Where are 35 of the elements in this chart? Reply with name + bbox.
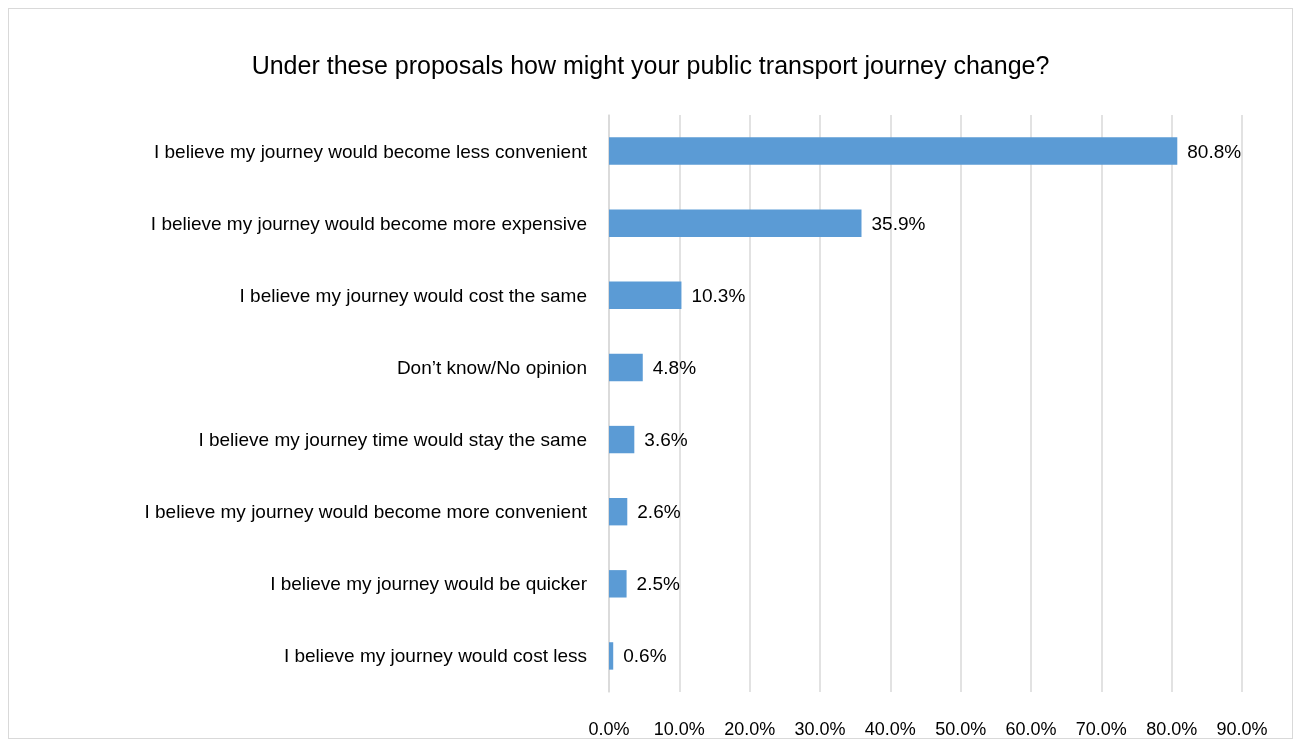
y-tick-label: I believe my journey would become more expensive: [150, 212, 587, 234]
x-tick-label: 50.0%: [935, 719, 987, 739]
x-tick-label: 60.0%: [1005, 719, 1057, 739]
y-tick-label: I believe my journey would cost the same: [239, 284, 587, 306]
x-tick-label: 80.0%: [1146, 719, 1198, 739]
y-tick-label: Don’t know/No opinion: [396, 356, 587, 378]
data-label: 2.5%: [636, 573, 680, 595]
x-tick-label: 30.0%: [794, 719, 846, 739]
bar: [609, 137, 1178, 165]
bar: [609, 497, 628, 526]
x-tick-label: 70.0%: [1075, 719, 1127, 739]
x-tick-label: 0.0%: [588, 719, 630, 739]
bar: [609, 570, 627, 598]
y-tick-label: I believe my journey would cost less: [283, 645, 587, 667]
chart-title: Under these proposals how might your public transport journey change?: [251, 50, 1050, 79]
y-tick-label: I believe my journey time would stay the same: [198, 429, 587, 451]
data-label: 3.6%: [644, 429, 688, 451]
bar: [609, 425, 635, 454]
data-label: 10.3%: [691, 284, 746, 306]
bar: [609, 642, 614, 670]
data-label: 35.9%: [871, 212, 926, 234]
data-label: 0.6%: [623, 645, 667, 667]
y-tick-label: I believe my journey would become more convenient: [144, 501, 588, 523]
x-tick-label: 90.0%: [1216, 719, 1268, 739]
x-tick-label: 10.0%: [653, 719, 705, 739]
x-tick-label: 40.0%: [864, 719, 916, 739]
bar: [609, 209, 862, 237]
bar: [609, 281, 682, 310]
data-label: 4.8%: [652, 356, 697, 378]
data-label: 2.6%: [637, 501, 681, 523]
y-tick-label: I believe my journey would become less convenient: [153, 140, 588, 162]
data-label: 80.8%: [1187, 140, 1242, 162]
y-tick-label: I believe my journey would be quicker: [270, 573, 588, 595]
bar: [609, 353, 643, 382]
x-tick-label: 20.0%: [724, 719, 776, 739]
